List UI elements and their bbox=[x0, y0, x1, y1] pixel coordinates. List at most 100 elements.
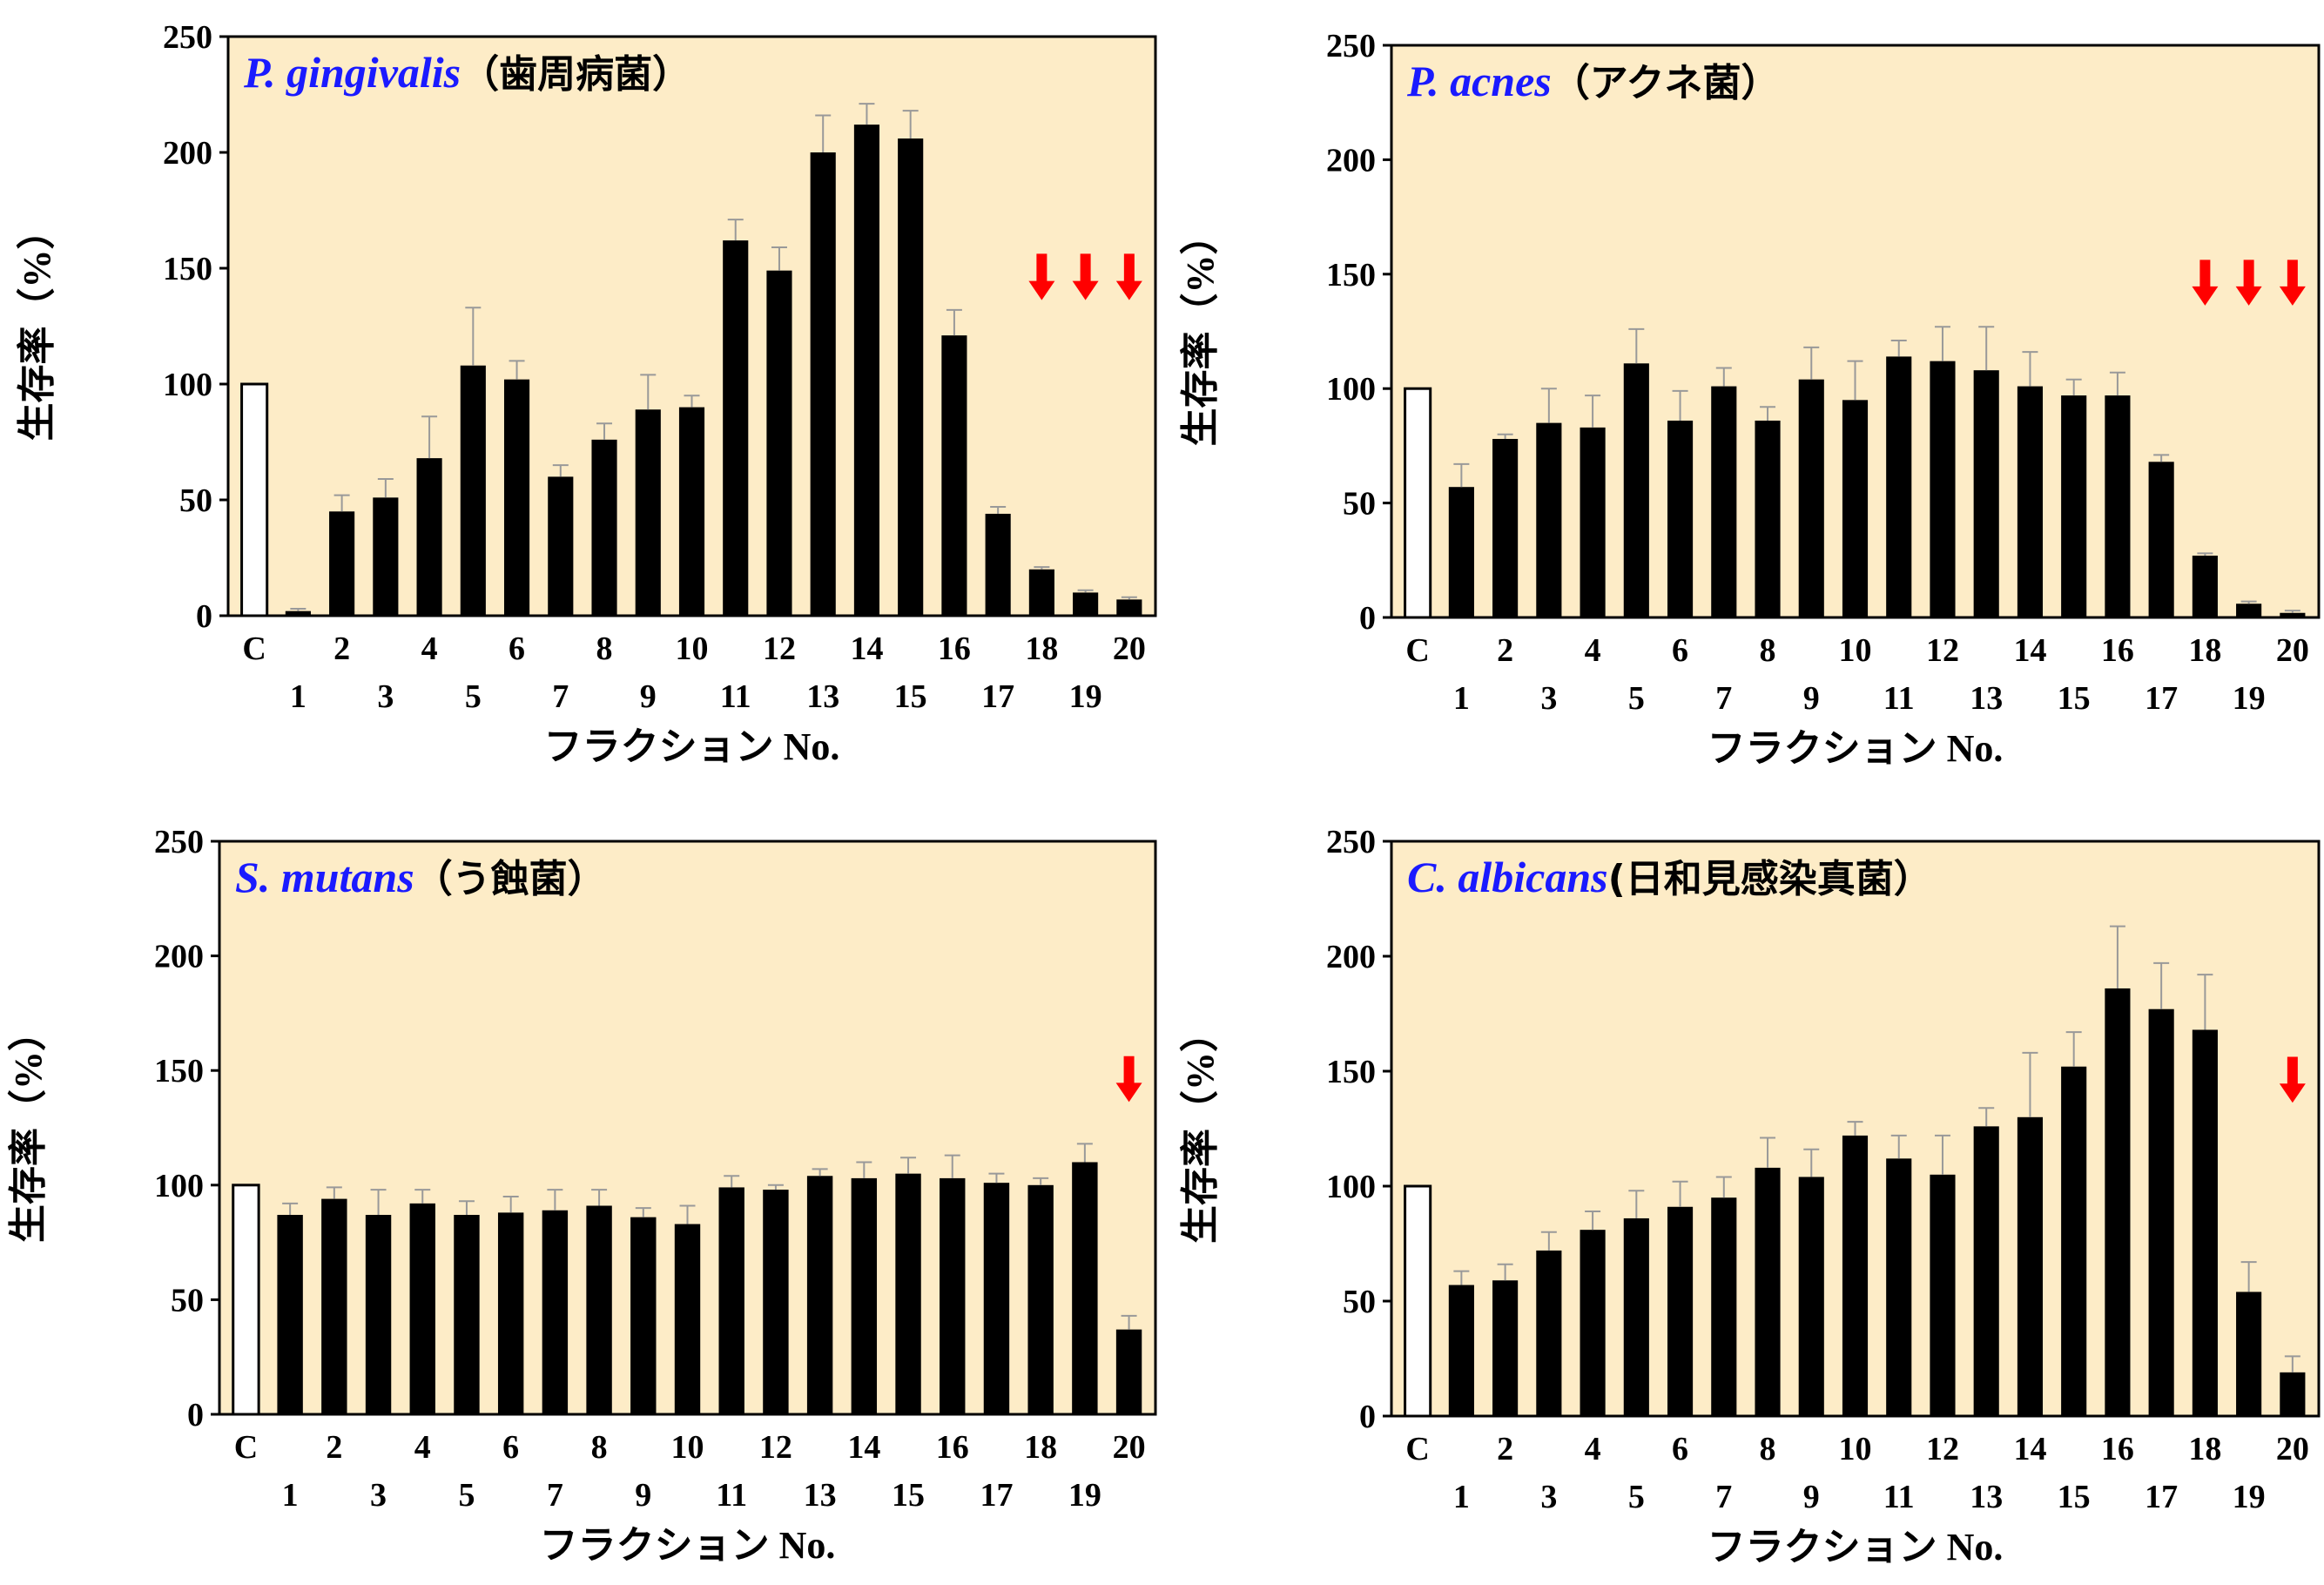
x-tick-label: 15 bbox=[892, 1477, 925, 1514]
bar-fraction-19 bbox=[1072, 1162, 1098, 1414]
x-tick-label: 5 bbox=[1628, 1479, 1645, 1515]
chart-title-suffix: （う蝕菌） bbox=[414, 857, 606, 901]
bar-fraction-1 bbox=[1448, 487, 1474, 617]
bar-fraction-1 bbox=[1448, 1285, 1474, 1416]
x-tick-label: 6 bbox=[1672, 1431, 1688, 1467]
chart-title-species: S. mutans bbox=[235, 853, 414, 901]
bar-fraction-14 bbox=[2017, 386, 2044, 617]
x-tick-label: 6 bbox=[502, 1429, 519, 1466]
bar-fraction-17 bbox=[983, 1183, 1010, 1414]
bar-fraction-12 bbox=[763, 1190, 789, 1414]
bar-fraction-12 bbox=[1930, 1174, 1956, 1416]
x-tick-label: 1 bbox=[1453, 680, 1470, 717]
bar-fraction-18 bbox=[2192, 1029, 2218, 1416]
x-tick-label: 2 bbox=[1497, 632, 1513, 669]
x-tick-label: 20 bbox=[2276, 632, 2309, 669]
y-tick-label: 150 bbox=[1326, 1054, 1376, 1090]
chart-panel-4: 050100150200250C123456789101112131415161… bbox=[1179, 824, 2321, 1568]
chart-panel-3: 050100150200250C123456789101112131415161… bbox=[7, 824, 1157, 1567]
x-tick-label: 9 bbox=[1803, 1479, 1820, 1515]
x-tick-label: 3 bbox=[370, 1477, 387, 1514]
red-arrow-icon bbox=[1115, 1056, 1142, 1103]
y-tick-label: 200 bbox=[154, 939, 204, 975]
bar-fraction-17 bbox=[2148, 462, 2174, 617]
x-tick-label: 14 bbox=[2013, 1431, 2046, 1467]
x-tick-label-control: C bbox=[234, 1429, 258, 1466]
bar-fraction-20 bbox=[1116, 599, 1142, 616]
bar-fraction-3 bbox=[365, 1215, 392, 1414]
x-tick-label: 19 bbox=[1068, 1477, 1101, 1514]
bar-fraction-13 bbox=[1973, 370, 1999, 617]
bar-fraction-14 bbox=[2017, 1116, 2044, 1416]
x-tick-label: 10 bbox=[1839, 632, 1872, 669]
x-tick-label: 17 bbox=[981, 678, 1014, 715]
chart-title-suffix: （歯周病菌） bbox=[461, 52, 690, 97]
x-tick-label: 10 bbox=[671, 1429, 704, 1466]
y-tick-label: 150 bbox=[154, 1053, 204, 1089]
bar-fraction-2 bbox=[1492, 439, 1519, 617]
x-tick-label: 11 bbox=[1883, 680, 1915, 717]
chart-title-species: P. acnes bbox=[1406, 57, 1552, 105]
y-tick-label: 50 bbox=[171, 1282, 204, 1319]
x-tick-label: 17 bbox=[2145, 680, 2178, 717]
chart-panel-2: 050100150200250C123456789101112131415161… bbox=[1179, 28, 2321, 770]
chart-title-species: P. gingivalis bbox=[243, 48, 461, 97]
bar-fraction-15 bbox=[895, 1173, 921, 1414]
y-tick-label: 150 bbox=[1326, 257, 1376, 293]
red-arrow-icon bbox=[2279, 260, 2306, 306]
x-tick-label: 18 bbox=[1025, 631, 1058, 667]
x-tick-label: 6 bbox=[1672, 632, 1688, 669]
bar-fraction-10 bbox=[1842, 1135, 1869, 1416]
x-tick-label: 16 bbox=[938, 631, 971, 667]
bar-fraction-20 bbox=[1115, 1329, 1142, 1414]
x-tick-label: 7 bbox=[1715, 1479, 1732, 1515]
bar-fraction-8 bbox=[1755, 420, 1781, 617]
x-tick-label: 8 bbox=[1760, 1431, 1776, 1467]
bar-fraction-20 bbox=[2280, 612, 2306, 617]
bar-fraction-16 bbox=[2105, 988, 2131, 1416]
bar-fraction-3 bbox=[1536, 1250, 1562, 1416]
bar-fraction-7 bbox=[1711, 1197, 1737, 1416]
x-tick-label: 6 bbox=[509, 631, 525, 667]
x-tick-label: 3 bbox=[1540, 680, 1557, 717]
x-tick-label: 12 bbox=[1926, 632, 1959, 669]
bar-fraction-11 bbox=[723, 240, 749, 616]
y-tick-label: 50 bbox=[1343, 1284, 1376, 1320]
red-arrow-icon bbox=[2279, 1056, 2306, 1103]
y-tick-label: 250 bbox=[1326, 28, 1376, 64]
x-tick-label: 15 bbox=[894, 678, 927, 715]
x-tick-label: 18 bbox=[2188, 1431, 2221, 1467]
x-tick-label: 2 bbox=[1497, 1431, 1513, 1467]
chart-title-species: C. albicans bbox=[1407, 853, 1608, 901]
x-tick-label: 12 bbox=[759, 1429, 792, 1466]
bar-fraction-13 bbox=[810, 152, 836, 616]
x-tick-label: 7 bbox=[1715, 680, 1732, 717]
x-tick-label: 18 bbox=[1024, 1429, 1057, 1466]
bar-fraction-17 bbox=[2148, 1008, 2174, 1416]
bar-fraction-18 bbox=[1027, 1184, 1054, 1414]
bar-fraction-2 bbox=[329, 511, 355, 616]
y-tick-label: 50 bbox=[179, 482, 212, 519]
bar-fraction-10 bbox=[674, 1224, 701, 1414]
bar-fraction-18 bbox=[2192, 556, 2218, 617]
x-tick-label: 13 bbox=[806, 678, 839, 715]
red-arrow-icon bbox=[1028, 253, 1055, 300]
bar-fraction-5 bbox=[460, 365, 486, 616]
x-tick-label: 19 bbox=[1069, 678, 1102, 715]
y-tick-label: 100 bbox=[163, 367, 212, 403]
x-tick-label: 5 bbox=[458, 1477, 475, 1514]
y-axis-label: 生存率（%） bbox=[1179, 1014, 1222, 1244]
x-tick-label: 9 bbox=[640, 678, 657, 715]
x-tick-label: 4 bbox=[1585, 1431, 1601, 1467]
x-tick-label-control: C bbox=[1405, 632, 1429, 669]
bar-fraction-13 bbox=[1973, 1126, 1999, 1416]
x-tick-label: 2 bbox=[326, 1429, 342, 1466]
x-tick-label: 13 bbox=[804, 1477, 837, 1514]
x-tick-label: 16 bbox=[936, 1429, 969, 1466]
y-axis-label: 生存率（%） bbox=[16, 212, 58, 442]
bar-fraction-11 bbox=[1886, 356, 1912, 617]
x-tick-label: 4 bbox=[421, 631, 438, 667]
chart-title: C. albicans(日和見感染真菌） bbox=[1407, 853, 1932, 901]
red-arrow-icon bbox=[2192, 260, 2219, 306]
